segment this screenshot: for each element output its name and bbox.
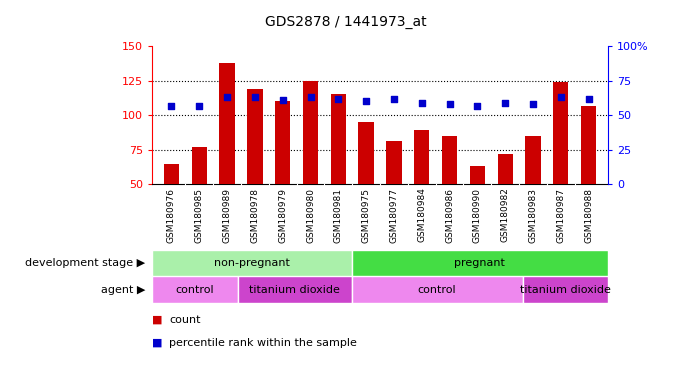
Bar — [275, 101, 290, 184]
Text: agent ▶: agent ▶ — [101, 285, 145, 295]
Bar — [442, 136, 457, 184]
Text: GSM180986: GSM180986 — [445, 188, 454, 243]
Text: GSM180990: GSM180990 — [473, 188, 482, 243]
Bar — [152, 250, 352, 276]
Text: titanium dioxide: titanium dioxide — [249, 285, 340, 295]
Point — [305, 94, 316, 100]
Point — [193, 103, 205, 109]
Text: GSM180976: GSM180976 — [167, 188, 176, 243]
Bar — [359, 122, 374, 184]
Text: GSM180975: GSM180975 — [361, 188, 370, 243]
Point — [333, 96, 344, 102]
Text: non-pregnant: non-pregnant — [214, 258, 290, 268]
Text: GSM180987: GSM180987 — [556, 188, 565, 243]
Text: count: count — [169, 315, 201, 325]
Bar — [553, 82, 569, 184]
Point — [500, 100, 511, 106]
Point — [361, 98, 372, 104]
Point — [527, 101, 538, 107]
Bar — [303, 81, 318, 184]
Point — [166, 103, 177, 109]
Point — [222, 94, 233, 100]
Bar — [352, 250, 608, 276]
Text: GSM180978: GSM180978 — [250, 188, 259, 243]
Bar — [191, 147, 207, 184]
Point — [556, 94, 567, 100]
Text: development stage ▶: development stage ▶ — [25, 258, 145, 268]
Text: titanium dioxide: titanium dioxide — [520, 285, 611, 295]
Text: GSM180985: GSM180985 — [195, 188, 204, 243]
Text: GSM180984: GSM180984 — [417, 188, 426, 242]
Text: GSM180977: GSM180977 — [390, 188, 399, 243]
Bar — [220, 63, 235, 184]
Point — [472, 103, 483, 109]
Text: ■: ■ — [152, 338, 162, 348]
Text: GSM180989: GSM180989 — [223, 188, 231, 243]
Text: percentile rank within the sample: percentile rank within the sample — [169, 338, 357, 348]
Text: pregnant: pregnant — [455, 258, 505, 268]
Point — [444, 101, 455, 107]
Point — [416, 100, 427, 106]
Bar — [414, 131, 429, 184]
Text: ■: ■ — [152, 315, 162, 325]
Bar — [247, 89, 263, 184]
Bar — [525, 136, 540, 184]
Bar — [331, 94, 346, 184]
Point — [277, 97, 288, 103]
Text: GSM180982: GSM180982 — [501, 188, 510, 242]
Bar — [164, 164, 179, 184]
Bar — [152, 276, 238, 303]
Text: GSM180979: GSM180979 — [278, 188, 287, 243]
Text: GSM180981: GSM180981 — [334, 188, 343, 243]
Text: GSM180983: GSM180983 — [529, 188, 538, 243]
Text: GDS2878 / 1441973_at: GDS2878 / 1441973_at — [265, 15, 426, 29]
Bar — [522, 276, 608, 303]
Text: control: control — [176, 285, 214, 295]
Text: GSM180988: GSM180988 — [584, 188, 593, 243]
Text: control: control — [418, 285, 456, 295]
Point — [583, 96, 594, 102]
Text: GSM180980: GSM180980 — [306, 188, 315, 243]
Point — [249, 94, 261, 100]
Bar — [386, 141, 401, 184]
Bar — [498, 154, 513, 184]
Bar — [470, 166, 485, 184]
Bar — [238, 276, 352, 303]
Point — [388, 96, 399, 102]
Bar — [352, 276, 522, 303]
Bar — [581, 106, 596, 184]
